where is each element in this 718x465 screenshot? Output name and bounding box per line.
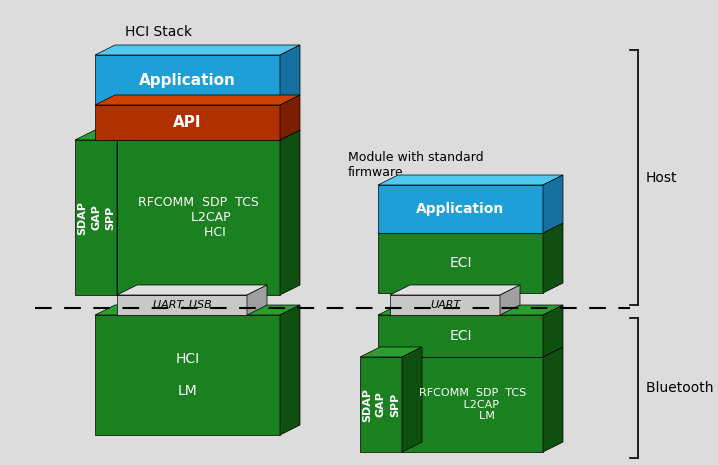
- Polygon shape: [390, 285, 520, 295]
- Text: ECI: ECI: [449, 256, 472, 270]
- Text: Bluetooth module: Bluetooth module: [646, 381, 718, 395]
- Text: GAP: GAP: [91, 205, 101, 231]
- Polygon shape: [360, 347, 422, 357]
- Text: RFCOMM  SDP  TCS
      L2CAP
        HCI: RFCOMM SDP TCS L2CAP HCI: [138, 196, 259, 239]
- Text: RFCOMM  SDP  TCS
     L2CAP
        LM: RFCOMM SDP TCS L2CAP LM: [419, 388, 526, 421]
- Polygon shape: [543, 223, 563, 293]
- Polygon shape: [402, 347, 422, 452]
- Text: SDAP: SDAP: [362, 387, 372, 421]
- Polygon shape: [95, 55, 280, 105]
- Text: UART: UART: [430, 300, 460, 310]
- Text: SDAP: SDAP: [77, 200, 87, 234]
- Text: SPP: SPP: [105, 206, 115, 230]
- Polygon shape: [280, 45, 300, 105]
- Polygon shape: [95, 45, 300, 55]
- Polygon shape: [117, 130, 300, 140]
- Polygon shape: [378, 175, 563, 185]
- Polygon shape: [75, 130, 137, 140]
- Polygon shape: [95, 95, 300, 105]
- Polygon shape: [95, 315, 280, 435]
- Text: Host: Host: [646, 171, 678, 185]
- Text: ECI: ECI: [449, 329, 472, 343]
- Polygon shape: [75, 140, 117, 295]
- Text: API: API: [173, 115, 202, 130]
- Polygon shape: [500, 285, 520, 315]
- Polygon shape: [117, 140, 280, 295]
- Polygon shape: [543, 347, 563, 452]
- Polygon shape: [378, 233, 543, 293]
- Polygon shape: [280, 305, 300, 435]
- Text: Application: Application: [139, 73, 236, 87]
- Polygon shape: [402, 357, 543, 452]
- Polygon shape: [280, 130, 300, 295]
- Polygon shape: [360, 357, 402, 452]
- Polygon shape: [378, 315, 543, 357]
- Polygon shape: [280, 95, 300, 140]
- Polygon shape: [95, 305, 300, 315]
- Text: HCI

LM: HCI LM: [175, 352, 200, 398]
- Polygon shape: [378, 185, 543, 233]
- Text: Module with standard
firmware: Module with standard firmware: [348, 151, 484, 179]
- Polygon shape: [543, 175, 563, 233]
- Polygon shape: [390, 295, 500, 315]
- Text: Application: Application: [416, 202, 505, 216]
- Text: SPP: SPP: [390, 392, 400, 417]
- Polygon shape: [117, 285, 267, 295]
- Polygon shape: [95, 105, 280, 140]
- Polygon shape: [378, 305, 563, 315]
- Polygon shape: [543, 305, 563, 357]
- Polygon shape: [378, 223, 563, 233]
- Polygon shape: [117, 295, 247, 315]
- Polygon shape: [402, 347, 563, 357]
- Text: UART, USB: UART, USB: [153, 300, 211, 310]
- Polygon shape: [117, 130, 137, 295]
- Text: HCI Stack: HCI Stack: [125, 25, 192, 39]
- Text: GAP: GAP: [376, 392, 386, 418]
- Polygon shape: [247, 285, 267, 315]
